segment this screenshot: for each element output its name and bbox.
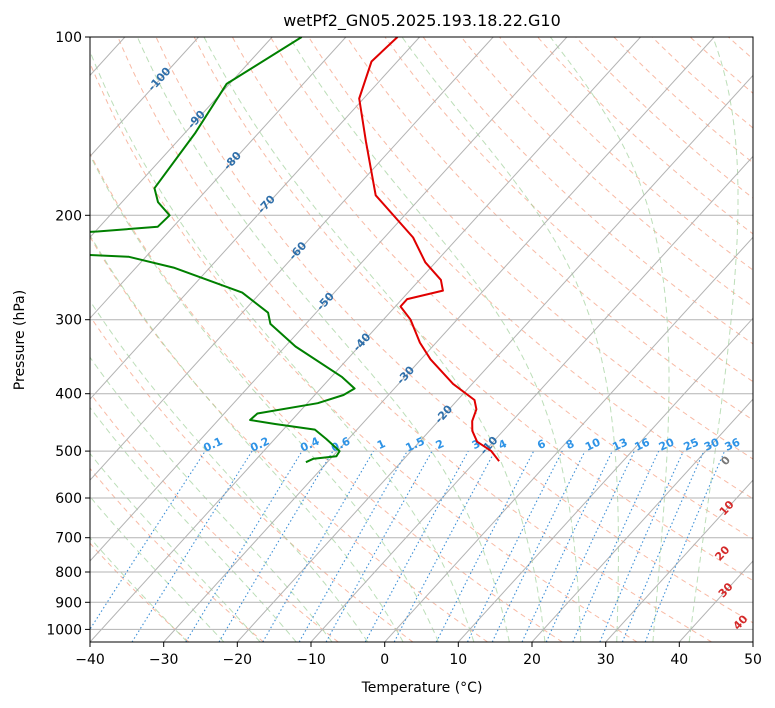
isotherm-line [531,398,753,642]
chart-title: wetPf2_GN05.2025.193.18.22.G10 [283,11,561,31]
y-tick-label: 300 [55,313,82,329]
isotherm-line [236,74,753,642]
x-tick-label: −40 [75,652,105,668]
mixing-ratio-line [467,450,563,642]
y-tick-label: 800 [55,565,82,581]
moist-adiabat-line [549,37,670,642]
isotherm-line [90,37,494,481]
mixing-ratio-label: 25 [682,436,701,454]
y-axis-label: Pressure (hPa) [12,290,28,390]
y-tick-label: 900 [55,595,82,611]
dry-adiabat-line [117,37,712,642]
temperature-profile-line [358,37,500,462]
dry-adiabat-line [270,37,753,500]
mixing-ratio-line [599,450,684,642]
mixing-ratio-label: 13 [610,436,629,454]
mixing-ratio-line [364,450,469,642]
dry-adiabat-line [90,61,638,642]
isotherm-line [163,37,715,642]
y-tick-label: 700 [55,531,82,547]
mixing-ratio-label: 10 [583,435,603,453]
x-tick-label: −10 [296,652,326,668]
isotherm-line [90,37,568,562]
profile-series [90,37,500,464]
moist-adiabat-line [90,406,297,642]
mixing-ratio-line [621,450,705,642]
dry-adiabat-line [155,37,753,624]
isotherm-line [457,317,753,642]
dry-adiabat-line [90,315,414,642]
mixing-ratio-line [644,450,726,642]
mixing-ratio-line [521,450,613,642]
y-tick-label: 1000 [46,622,82,638]
isobar-grid [90,37,753,642]
mixing-ratio-line [218,450,334,642]
isotherm-line [310,155,753,642]
x-tick-label: 30 [597,652,615,668]
y-tick-label: 500 [55,444,82,460]
plot-frame [89,36,754,643]
mixing-ratio-line [185,450,303,642]
isotherm-line [90,37,641,642]
dry-adiabat-line [422,37,753,345]
moist-adiabat-line [136,37,510,642]
isotherm-line [90,37,273,238]
dry-adiabat-line [90,235,488,642]
x-tick-label: 50 [744,652,762,668]
x-tick-label: 0 [380,652,389,668]
moist-adiabat-line [288,37,582,642]
background-lines [90,37,753,642]
isotherm-line [384,236,753,642]
mixing-ratio-line [545,450,635,642]
x-tick-label: −30 [149,652,179,668]
mixing-ratio-line [131,450,253,642]
moist-adiabat-line [90,356,333,642]
x-axis-label: Temperature (°C) [361,680,483,696]
y-tick-label: 600 [55,491,82,507]
mixing-ratio-line [325,450,433,642]
dry-adiabat-line [231,37,753,540]
x-tick-label: 40 [670,652,688,668]
dry-adiabat-line [90,392,339,642]
axis-ticks: −40 −30 −20 −10 0 10 20 30 40 50 100 200 300 400 500 60… [46,30,762,668]
mixing-ratio-line [572,450,660,642]
dry-adiabat-line [90,467,264,642]
y-tick-label: 400 [55,387,82,403]
y-tick-label: 200 [55,208,82,224]
x-tick-label: 10 [449,652,467,668]
mixing-ratio-label: 16 [633,435,653,453]
mixing-ratio-label: 30 [702,435,722,453]
mixing-ratio-label: 36 [723,435,743,453]
isotherm-line [90,37,199,158]
moist-adiabat-line [203,37,546,642]
y-tick-label: 100 [55,30,82,46]
x-tick-label: 20 [523,652,541,668]
mixing-ratio-label: 20 [657,435,677,453]
dry-adiabat-line [384,37,753,383]
mixing-ratio-line [90,450,206,631]
moist-adiabat-line [90,234,404,642]
moist-adiabat-line [401,37,619,642]
mixing-ratio-line [298,450,408,642]
dewpoint-profile-line [90,37,356,464]
isotherm-line [90,37,420,400]
isotherm-line [605,479,753,642]
x-tick-label: −20 [223,652,253,668]
dry-adiabat-line [613,37,753,164]
moist-adiabat-line [90,154,439,642]
dry-adiabat-line [90,152,563,642]
mixing-ratio-line [262,450,374,642]
dry-adiabat-line [193,37,753,582]
isotherm-line [90,37,347,319]
moist-adiabat-line [90,452,261,642]
moist-adiabat-line [90,50,475,642]
mixing-ratio-line [491,450,586,642]
moist-adiabat-line [688,37,739,642]
moist-adiabat-line [90,299,369,642]
